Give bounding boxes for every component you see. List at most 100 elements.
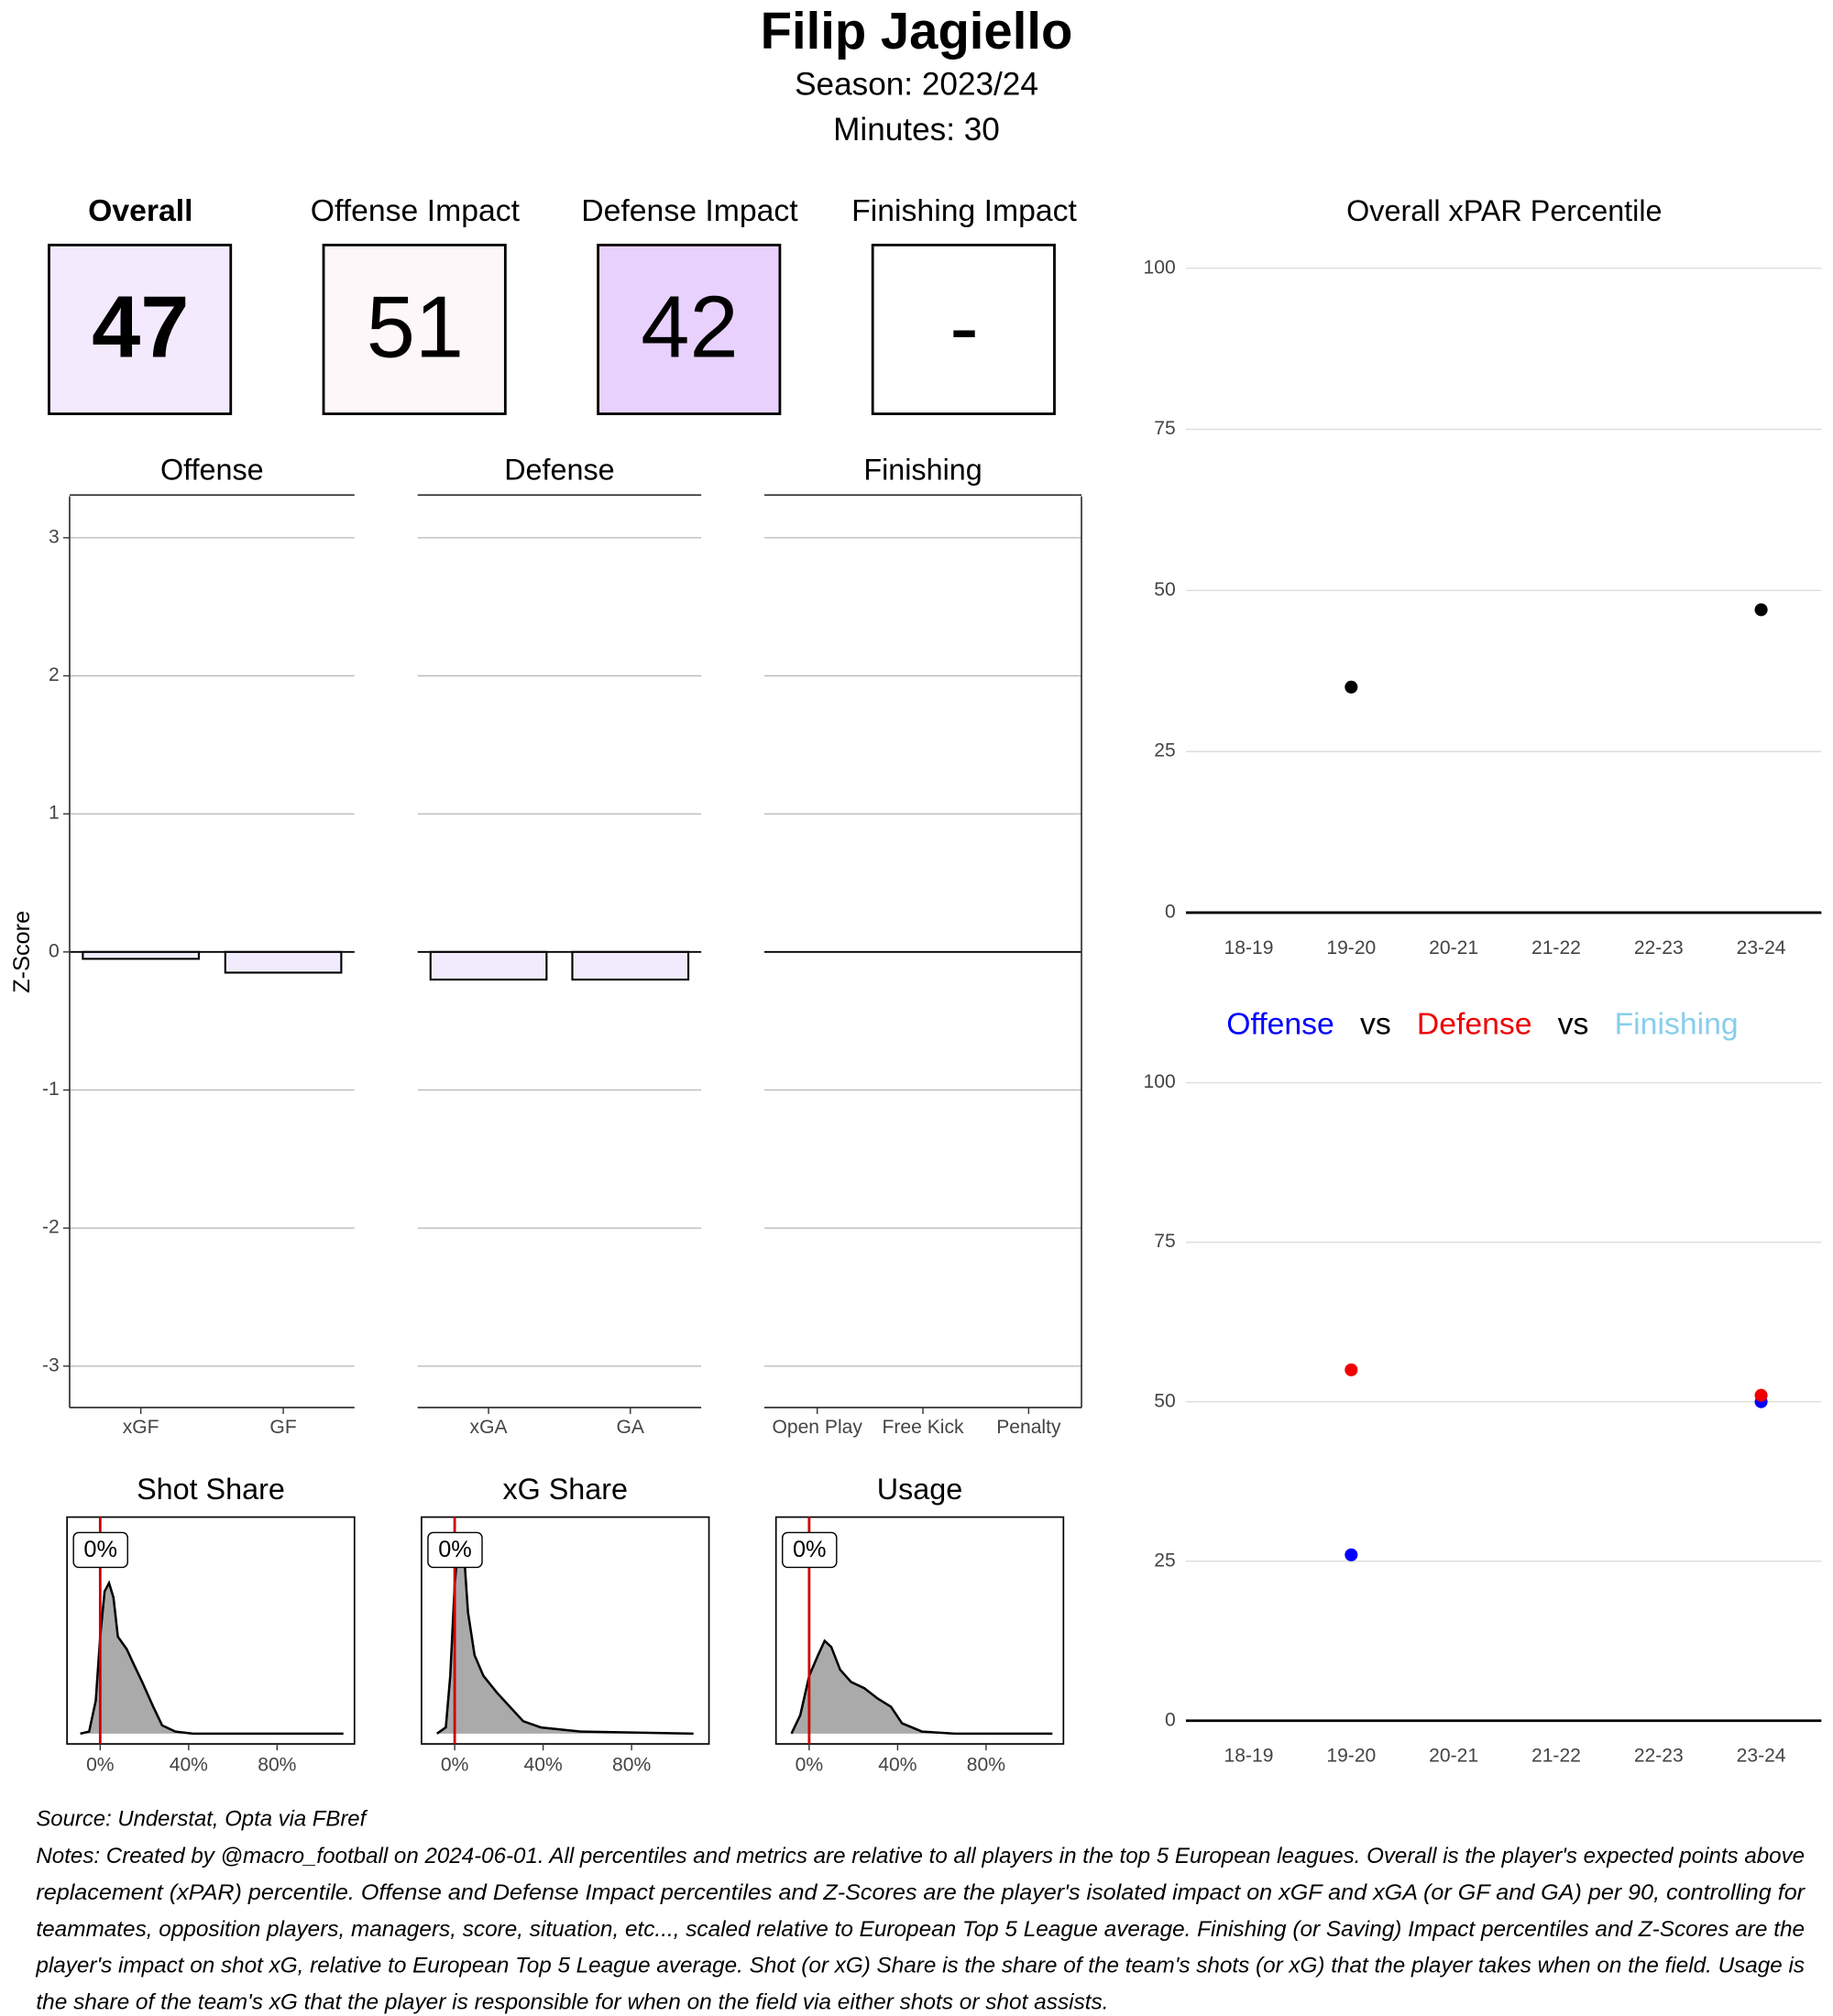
y-tick-label: 0 [49, 940, 60, 961]
point [1345, 1363, 1358, 1376]
tile-label: Finishing Impact [851, 193, 1077, 228]
x-tick-label: 0% [86, 1755, 114, 1776]
title-joiner: vs [1558, 1007, 1589, 1042]
tile [871, 243, 1056, 416]
tile-value: - [949, 279, 979, 377]
y-tick-label: -2 [42, 1217, 60, 1238]
tile [597, 243, 782, 416]
y-tick-label: 0 [1165, 1709, 1176, 1730]
note-line: teammates, opposition players, managers,… [36, 1917, 1805, 1942]
point [1345, 680, 1358, 694]
density-area [791, 1640, 1053, 1734]
x-tick-label: 80% [967, 1755, 1005, 1776]
tile-value: 51 [367, 279, 464, 377]
minutes: Minutes: 30 [833, 112, 1000, 148]
marker-label-box [782, 1531, 838, 1569]
x-tick-label: 21-22 [1531, 937, 1581, 959]
x-tick-label: 20-21 [1429, 1746, 1478, 1767]
marker-label-box [427, 1531, 483, 1569]
legend-entry: Finishing [1615, 1007, 1739, 1042]
note-line: the share of the team's xG that the play… [36, 1989, 1108, 2014]
y-tick-label: 50 [1154, 1390, 1175, 1411]
x-tick-label: 22-23 [1634, 937, 1684, 959]
y-tick-label: 50 [1154, 579, 1175, 600]
density-line [436, 1533, 694, 1736]
x-tick-label: Penalty [996, 1417, 1061, 1438]
tile-value: 47 [92, 279, 189, 377]
x-tick-label: 18-19 [1224, 1746, 1274, 1767]
x-tick-label: xGA [470, 1417, 509, 1438]
bar [224, 950, 343, 974]
point [1345, 1548, 1358, 1561]
title-joiner: vs [1360, 1007, 1391, 1042]
y-tick-label: -1 [42, 1079, 60, 1100]
x-tick-label: 80% [612, 1755, 651, 1776]
tile-label: Offense Impact [311, 193, 521, 228]
panel-title: Defense [504, 453, 614, 486]
y-tick-label: 100 [1144, 1071, 1176, 1092]
tile-label: Defense Impact [581, 193, 798, 228]
x-tick-label: 18-19 [1224, 937, 1274, 959]
density-line [790, 1638, 1053, 1736]
x-tick-label: Free Kick [883, 1417, 964, 1438]
legend-entry: Defense [1417, 1007, 1532, 1042]
tile [48, 243, 233, 416]
marker-label-box [72, 1531, 128, 1569]
x-tick-label: GA [617, 1417, 645, 1438]
title: Filip Jagiello [761, 2, 1073, 60]
y-tick-label: 75 [1154, 418, 1175, 439]
panel-title: Shot Share [137, 1473, 285, 1506]
tile-label: Overall [88, 193, 192, 228]
y-tick-label: 25 [1154, 1550, 1175, 1571]
x-tick-label: 20-21 [1429, 937, 1478, 959]
y-tick-label: 100 [1144, 257, 1176, 278]
x-tick-label: 19-20 [1326, 1746, 1376, 1767]
note-line: Notes: Created by @macro_football on 202… [36, 1844, 1805, 1868]
x-tick-label: 23-24 [1737, 1746, 1786, 1767]
y-tick-label: 3 [49, 526, 60, 547]
x-tick-label: GF [269, 1417, 296, 1438]
season: Season: 2023/24 [795, 67, 1038, 103]
tile [322, 243, 507, 416]
y-tick-label: 2 [49, 664, 60, 685]
y-axis-label: Z-Score [9, 911, 35, 993]
x-tick-label: 40% [170, 1755, 208, 1776]
bar [571, 950, 690, 981]
point [1754, 1388, 1768, 1402]
marker-label: 0% [793, 1537, 827, 1562]
legend-entry: Offense [1226, 1007, 1334, 1042]
density-line [80, 1580, 344, 1736]
panel-title: Offense [160, 453, 264, 486]
y-tick-label: 25 [1154, 740, 1175, 761]
note-line: player's impact on shot xG, relative to … [35, 1954, 1805, 1978]
panel-title: Usage [877, 1473, 962, 1506]
y-tick-label: 75 [1154, 1231, 1175, 1252]
x-tick-label: 80% [258, 1755, 296, 1776]
x-tick-label: 22-23 [1634, 1746, 1684, 1767]
y-tick-label: -3 [42, 1354, 60, 1375]
bar [429, 950, 548, 981]
x-tick-label: xGF [123, 1417, 159, 1438]
x-tick-label: 40% [878, 1755, 916, 1776]
y-tick-label: 1 [49, 803, 60, 824]
x-tick-label: 19-20 [1326, 937, 1376, 959]
x-tick-label: 21-22 [1531, 1746, 1581, 1767]
y-tick-label: 0 [1165, 901, 1176, 922]
x-tick-label: 40% [524, 1755, 563, 1776]
density-area [80, 1583, 344, 1734]
bar [82, 950, 201, 960]
panel-title: xG Share [502, 1473, 628, 1506]
panel-title: Finishing [863, 453, 982, 486]
marker-label: 0% [83, 1537, 117, 1562]
x-tick-label: 0% [796, 1755, 823, 1776]
tile-value: 42 [641, 279, 738, 377]
marker-label: 0% [438, 1537, 472, 1562]
chart-title: Overall xPAR Percentile [1346, 194, 1662, 227]
x-tick-label: 23-24 [1737, 937, 1786, 959]
source: Source: Understat, Opta via FBref [36, 1806, 368, 1831]
note-line: replacement (xPAR) percentile. Offense a… [36, 1880, 1806, 1905]
point [1754, 603, 1768, 617]
x-tick-label: 0% [441, 1755, 468, 1776]
